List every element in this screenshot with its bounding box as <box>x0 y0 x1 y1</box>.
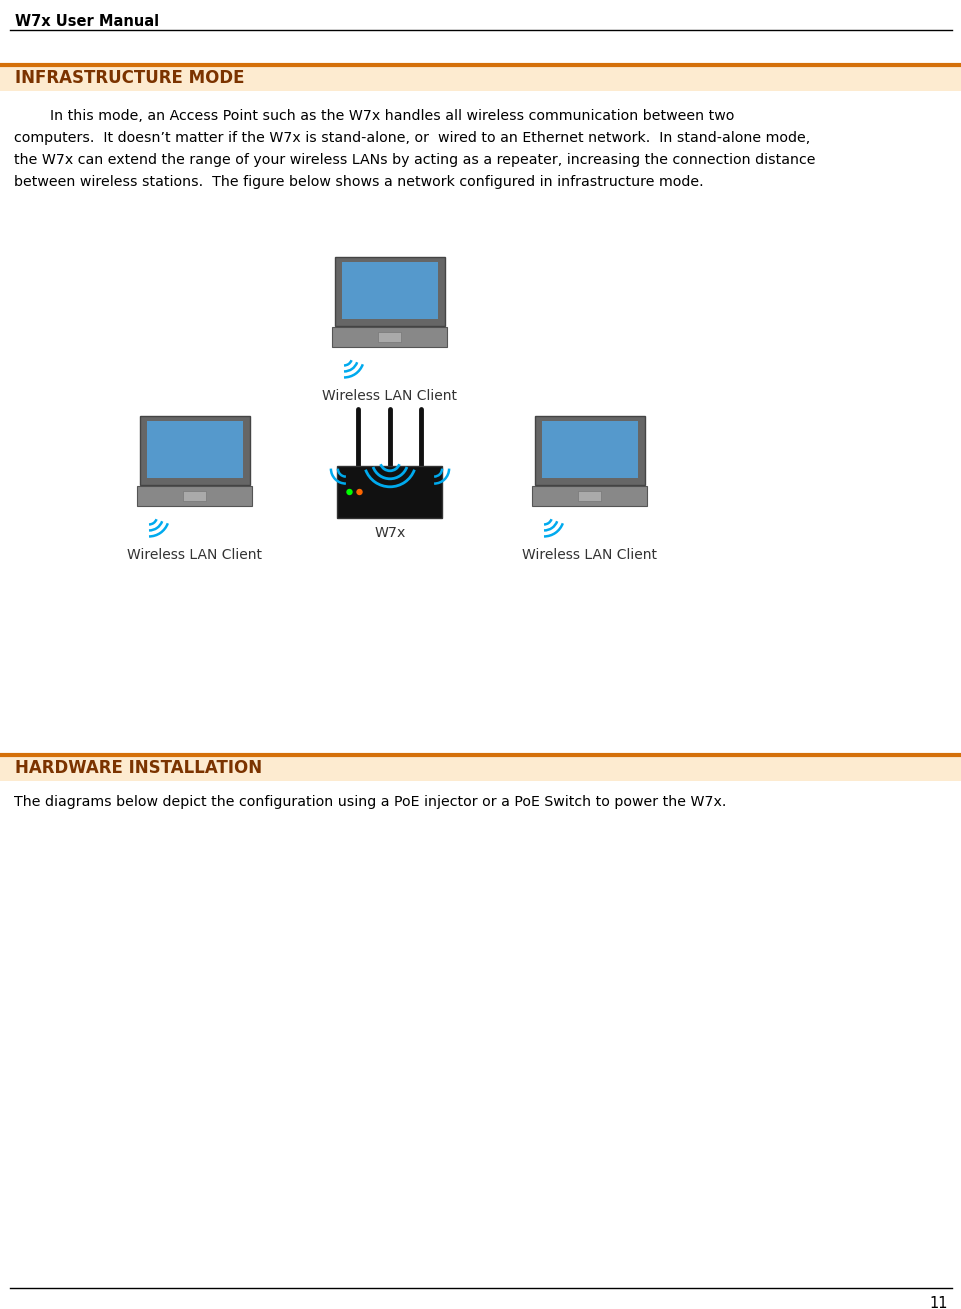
FancyBboxPatch shape <box>184 491 207 501</box>
Text: computers.  It doesn’t matter if the W7x is stand-alone, or  wired to an Etherne: computers. It doesn’t matter if the W7x … <box>14 131 809 145</box>
Text: Wireless LAN Client: Wireless LAN Client <box>322 389 457 403</box>
Text: W7x: W7x <box>374 526 406 541</box>
Text: HARDWARE INSTALLATION: HARDWARE INSTALLATION <box>15 759 261 778</box>
Text: W7x User Manual: W7x User Manual <box>15 14 159 29</box>
FancyBboxPatch shape <box>335 257 444 326</box>
FancyBboxPatch shape <box>140 416 249 484</box>
Text: INFRASTRUCTURE MODE: INFRASTRUCTURE MODE <box>15 69 244 86</box>
FancyBboxPatch shape <box>532 486 647 507</box>
FancyBboxPatch shape <box>535 416 644 484</box>
FancyBboxPatch shape <box>0 755 961 781</box>
FancyBboxPatch shape <box>337 466 442 518</box>
FancyBboxPatch shape <box>137 486 252 507</box>
Text: Wireless LAN Client: Wireless LAN Client <box>522 548 656 562</box>
Text: between wireless stations.  The figure below shows a network configured in infra: between wireless stations. The figure be… <box>14 175 702 188</box>
Text: The diagrams below depict the configuration using a PoE injector or a PoE Switch: The diagrams below depict the configurat… <box>14 795 726 809</box>
FancyBboxPatch shape <box>0 65 961 92</box>
Text: Wireless LAN Client: Wireless LAN Client <box>128 548 262 562</box>
Text: In this mode, an Access Point such as the W7x handles all wireless communication: In this mode, an Access Point such as th… <box>14 109 733 123</box>
Text: 11: 11 <box>928 1296 947 1309</box>
FancyBboxPatch shape <box>341 262 437 319</box>
FancyBboxPatch shape <box>378 331 401 342</box>
Text: the W7x can extend the range of your wireless LANs by acting as a repeater, incr: the W7x can extend the range of your wir… <box>14 153 815 168</box>
FancyBboxPatch shape <box>541 421 637 478</box>
FancyBboxPatch shape <box>578 491 601 501</box>
FancyBboxPatch shape <box>147 421 243 478</box>
Circle shape <box>347 490 352 495</box>
FancyBboxPatch shape <box>333 326 447 347</box>
Circle shape <box>357 490 361 495</box>
